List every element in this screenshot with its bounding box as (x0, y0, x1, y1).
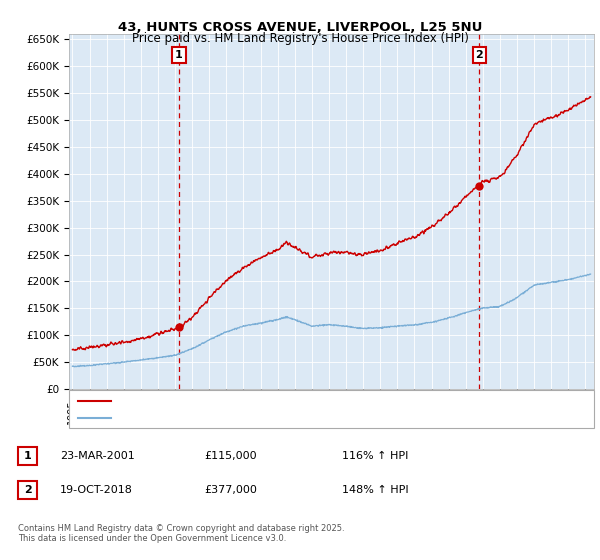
Text: 2: 2 (24, 485, 31, 495)
Text: 43, HUNTS CROSS AVENUE, LIVERPOOL, L25 5NU: 43, HUNTS CROSS AVENUE, LIVERPOOL, L25 5… (118, 21, 482, 34)
Text: Price paid vs. HM Land Registry's House Price Index (HPI): Price paid vs. HM Land Registry's House … (131, 32, 469, 45)
Text: Contains HM Land Registry data © Crown copyright and database right 2025.
This d: Contains HM Land Registry data © Crown c… (18, 524, 344, 543)
Text: 19-OCT-2018: 19-OCT-2018 (60, 485, 133, 495)
Text: 148% ↑ HPI: 148% ↑ HPI (342, 485, 409, 495)
Text: 2: 2 (476, 50, 483, 60)
Text: 1: 1 (175, 50, 183, 60)
Text: 43, HUNTS CROSS AVENUE, LIVERPOOL, L25 5NU (semi-detached house): 43, HUNTS CROSS AVENUE, LIVERPOOL, L25 5… (117, 396, 480, 406)
Text: £377,000: £377,000 (204, 485, 257, 495)
Text: 23-MAR-2001: 23-MAR-2001 (60, 451, 135, 461)
Text: HPI: Average price, semi-detached house, Liverpool: HPI: Average price, semi-detached house,… (117, 413, 374, 423)
Text: 116% ↑ HPI: 116% ↑ HPI (342, 451, 409, 461)
Text: 1: 1 (24, 451, 31, 461)
Text: £115,000: £115,000 (204, 451, 257, 461)
